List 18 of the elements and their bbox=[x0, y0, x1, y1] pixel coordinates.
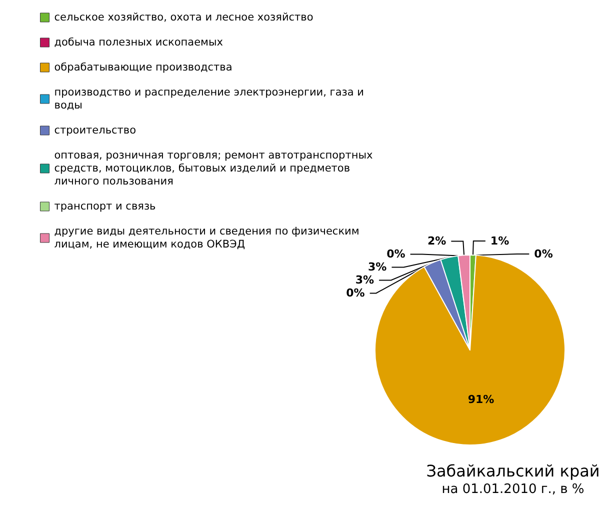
legend-label: другие виды деятельности и сведения по физическим лицам, не имеющим кодов ОКВЭД bbox=[54, 226, 363, 250]
data-label: 1% bbox=[490, 234, 510, 248]
text: 0% bbox=[534, 248, 553, 261]
data-label: 3% bbox=[355, 274, 374, 287]
text: 0% bbox=[346, 286, 365, 300]
text: Забайкальский край bbox=[426, 462, 600, 480]
legend-label: строительство bbox=[54, 124, 136, 136]
legend-label: производство и распределение электроэнергии, газа и воды bbox=[54, 86, 368, 112]
text: 0% bbox=[386, 248, 406, 261]
legend-label: транспорт и связь bbox=[54, 200, 156, 212]
legend-label: обрабатывающие производства bbox=[54, 62, 232, 74]
legend-label: добыча полезных ископаемых bbox=[54, 36, 223, 48]
legend-label: оптовая, розничная торговля; ремонт автотранспортных средств, мотоциклов, бытовых изделий и предметов личного пользования bbox=[54, 150, 376, 188]
text: на 01.01.2010 г., в % bbox=[442, 482, 584, 497]
data-label: 3% bbox=[368, 260, 387, 274]
legend-label: сельское хозяйство, охота и лесное хозяйство bbox=[54, 12, 314, 24]
data-label: 91% bbox=[468, 392, 494, 406]
data-label: 2% bbox=[427, 234, 446, 248]
